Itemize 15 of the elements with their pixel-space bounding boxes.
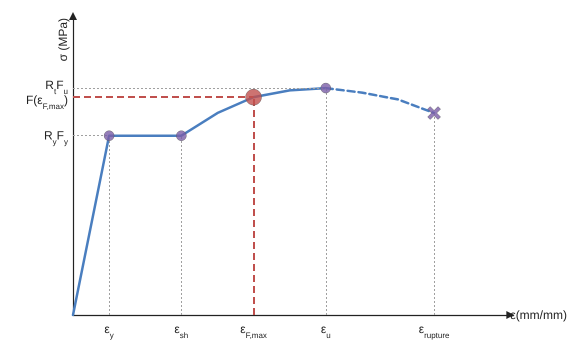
point [176,130,187,141]
point [320,82,332,94]
ref-line-label: R$_{y}$F$_{y}$ [44,128,68,146]
x-tick-label: ε$_{u}$ [320,322,331,340]
y-axis-title: σ (MPa) [56,18,70,62]
ref-line-label: F(ε$_{F,max}$) [26,93,68,111]
point [427,106,441,120]
x-axis-title: ε(mm/mm) [510,308,568,322]
x-tick-label: ε$_{F,max}$ [240,322,267,340]
x-tick-label: ε$_{rupture}$ [418,322,450,340]
point [104,130,114,141]
x-tick-label: ε$_{sh}$ [174,322,188,340]
point [245,88,262,106]
ref-line-label: R$_{t}$F$_{u}$ [45,78,68,96]
x-tick-label: ε$_{y}$ [104,322,114,340]
